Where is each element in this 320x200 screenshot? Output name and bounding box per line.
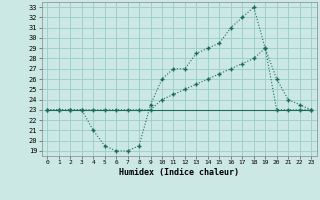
X-axis label: Humidex (Indice chaleur): Humidex (Indice chaleur) <box>119 168 239 177</box>
